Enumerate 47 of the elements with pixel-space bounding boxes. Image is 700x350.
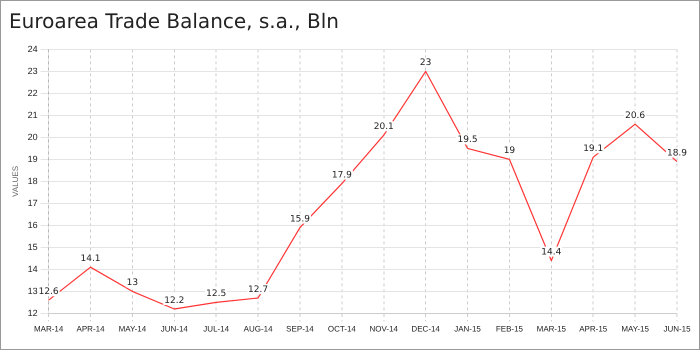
x-tick-label: APR-14 [76, 324, 106, 334]
data-label: 20.1 [374, 122, 394, 132]
data-label: 12.5 [206, 289, 226, 300]
data-label: 23 [420, 58, 432, 68]
data-label: 12.6 [38, 287, 59, 298]
x-tick-label: JUN-14 [160, 324, 188, 334]
y-tick-label: 15 [28, 242, 38, 252]
data-label: 19.1 [583, 144, 604, 154]
x-tick-label: SEP-14 [286, 324, 314, 334]
data-label: 19 [504, 146, 516, 156]
x-tick-label: OCT-14 [328, 324, 356, 334]
y-tick-label: 12 [28, 308, 38, 318]
x-tick-label: MAY-14 [118, 324, 147, 334]
x-tick-label: NOV-14 [370, 324, 399, 334]
data-label: 12.2 [164, 296, 184, 306]
data-label: 13 [126, 278, 138, 288]
x-tick-label: MAR-15 [536, 324, 567, 334]
x-tick-label: JUL-14 [203, 324, 230, 334]
x-tick-label: AUG-14 [244, 324, 274, 334]
y-tick-label: 19 [28, 154, 38, 164]
x-tick-label: APR-15 [579, 324, 608, 334]
data-label: 17.9 [332, 170, 352, 180]
x-tick-label: JAN-15 [454, 324, 482, 334]
y-tick-label: 17 [28, 198, 38, 208]
y-tick-label: 20 [28, 132, 38, 142]
data-label: 18.9 [666, 148, 688, 158]
y-tick-label: 22 [28, 88, 38, 98]
y-tick-label: 23 [28, 66, 38, 76]
y-tick-label: 21 [28, 110, 38, 120]
data-label: 20.6 [625, 111, 646, 122]
data-label: 19.5 [458, 135, 478, 146]
x-tick-label: MAY-15 [621, 324, 650, 334]
y-tick-label: 16 [28, 220, 38, 230]
x-tick-label: JUN-15 [663, 324, 692, 334]
data-label: 14.1 [80, 254, 101, 264]
data-label: 14.4 [541, 247, 562, 258]
y-axis-title: VALUES [11, 166, 20, 197]
y-tick-label: 13 [28, 286, 38, 296]
y-tick-label: 14 [28, 264, 38, 274]
x-tick-label: MAR-14 [34, 324, 64, 334]
chart-title: Euroarea Trade Balance, s.a., Bln [9, 9, 339, 33]
x-tick-label: DEC-14 [411, 324, 440, 334]
y-tick-label: 18 [28, 176, 38, 186]
data-label: 15.9 [290, 214, 310, 224]
y-tick-label: 24 [28, 44, 38, 54]
x-tick-label: FEB-15 [496, 324, 524, 334]
data-label: 12.7 [248, 284, 268, 295]
